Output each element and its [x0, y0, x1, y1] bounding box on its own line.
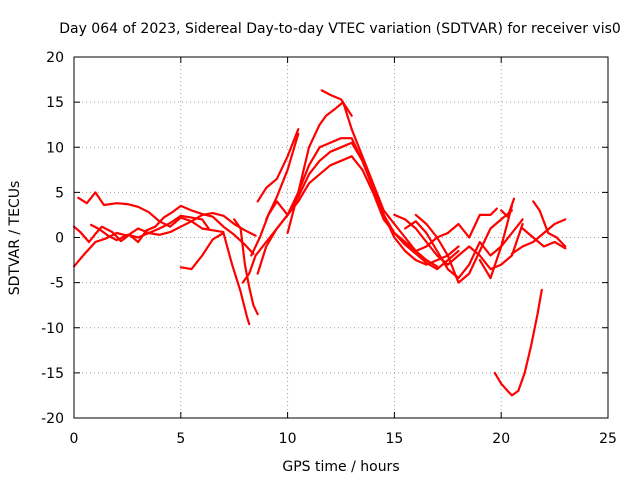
y-tick-label: 5: [55, 185, 64, 201]
y-tick-label: -20: [41, 411, 64, 427]
y-tick-label: 20: [46, 50, 64, 66]
axis-ticks: [73, 56, 609, 419]
data-series: [72, 89, 567, 397]
series-sat-w: [493, 288, 543, 397]
tick-labels: 0 5 10 15 20 25 -20 -15 -10 -5 0 5 10 15 20: [41, 50, 617, 447]
series-sat-t: [510, 218, 567, 255]
series-sat-m: [320, 89, 353, 117]
series-sat-n: [393, 213, 524, 271]
series-sat-j: [256, 128, 300, 203]
series-sat-l: [286, 101, 439, 268]
series-sat-r: [478, 204, 513, 280]
series-sat-o: [404, 218, 524, 280]
series-sat-p: [414, 209, 513, 284]
series-sat-b: [77, 191, 225, 234]
series-sat-u: [521, 227, 567, 250]
series-sat-v: [532, 200, 567, 248]
series-sat-h: [250, 141, 460, 266]
series-sat-g: [241, 155, 460, 284]
x-tick-label: 10: [279, 431, 297, 447]
y-tick-label: 15: [46, 95, 64, 111]
y-tick-label: -10: [41, 321, 64, 337]
series-sat-c: [72, 212, 257, 268]
y-axis-label: SDTVAR / TECUs: [7, 181, 23, 296]
x-axis-label: GPS time / hours: [282, 459, 399, 475]
series-sat-a: [72, 204, 255, 255]
series-sat-k: [265, 132, 300, 221]
y-tick-label: -5: [50, 276, 64, 292]
x-tick-label: 20: [492, 431, 510, 447]
x-tick-label: 5: [176, 431, 185, 447]
series-sat-f: [233, 218, 259, 316]
x-tick-label: 0: [70, 431, 79, 447]
y-tick-label: -15: [41, 366, 64, 382]
y-tick-label: 10: [46, 140, 64, 156]
y-tick-label: 0: [55, 231, 64, 247]
x-tick-label: 25: [599, 431, 617, 447]
series-sat-e: [179, 231, 251, 326]
series-sat-s: [500, 197, 516, 218]
series-sat-q: [446, 207, 498, 239]
chart-title: Day 064 of 2023, Sidereal Day-to-day VTE…: [59, 21, 621, 37]
x-tick-label: 15: [385, 431, 403, 447]
series-sat-d: [90, 214, 210, 242]
